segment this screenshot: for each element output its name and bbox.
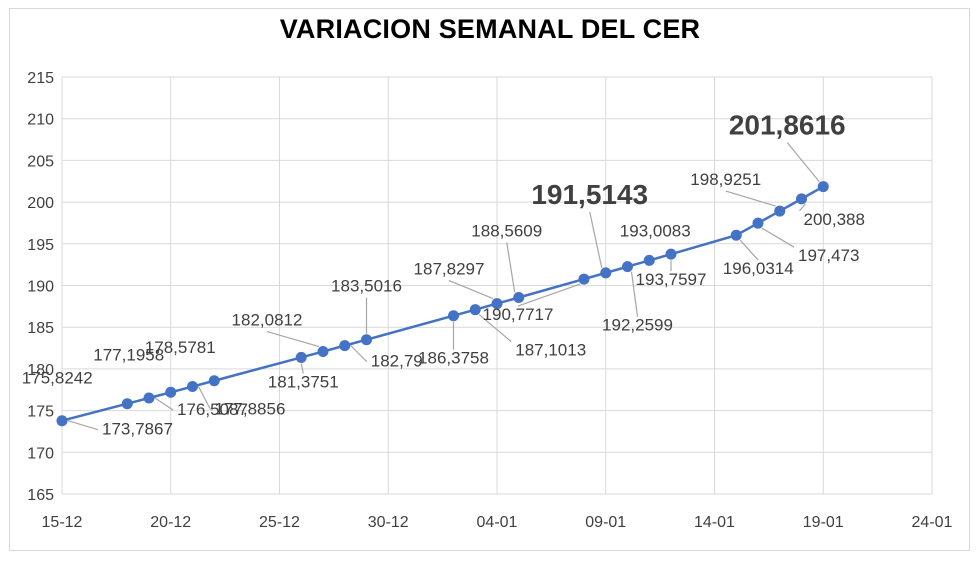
x-tick-label: 04-01 [477,514,518,531]
data-labels: 173,7867 175,8242 176,5087 177,1958 177,8856… [22,110,865,439]
data-label: 187,8297 [414,260,485,279]
data-label: 192,2599 [602,316,673,335]
data-label: 176,5087 [177,400,248,419]
y-tick-label: 190 [27,279,54,296]
data-label: 178,5781 [145,338,216,357]
data-point [600,267,612,279]
label-leader-line [517,283,581,307]
label-leader-line [67,420,99,431]
data-point [752,217,764,229]
label-leader-line [589,211,603,268]
y-tick-label: 205 [27,153,54,170]
data-point [317,346,329,358]
data-point [578,273,590,285]
y-tick-label: 170 [27,445,54,462]
data-label: 186,3758 [418,349,489,368]
data-label: 182,79 [371,352,423,371]
x-tick-label: 24-01 [912,514,953,531]
data-point [817,181,829,193]
y-tick-label: 210 [27,112,54,129]
data-label: 187,1013 [515,341,586,360]
label-leader-line [739,239,759,261]
chart-title: VARIACION SEMANAL DEL CER [279,14,701,44]
data-point [448,310,459,322]
data-point [143,392,155,404]
data-point [187,381,198,393]
x-tick-label: 09-01 [585,514,626,531]
label-leader-line [350,345,368,363]
y-tick-label: 195 [27,237,54,254]
data-label: 175,8242 [22,369,93,388]
label-leader-line [630,271,639,317]
data-label: 183,5016 [331,277,402,296]
label-leader-line [725,190,776,207]
data-point [796,193,807,205]
label-leader-line [786,142,820,182]
data-point [361,334,372,346]
label-leader-line [154,397,174,411]
y-tick-label: 180 [27,362,54,379]
data-point [774,205,786,217]
data-point [622,261,633,273]
data-label: 200,388 [804,210,865,229]
data-label: 177,1958 [93,345,164,364]
label-leader-line [478,314,512,343]
data-point [665,248,677,260]
data-point [469,304,481,316]
label-leader-line [197,386,212,410]
y-tick-label: 185 [27,320,54,337]
label-leader-line [799,203,806,212]
data-point [339,340,351,352]
x-tick-label: 20-12 [150,514,191,531]
data-label: 198,9251 [690,170,761,189]
data-point [208,375,220,387]
data-label: 173,7867 [102,420,173,439]
data-label: 190,7717 [483,305,554,324]
y-tick-label: 175 [27,404,54,421]
x-tick-label: 25-12 [259,514,300,531]
data-label: 193,0083 [620,221,691,240]
label-leader-line [448,280,494,300]
y-axis-ticks: 165 170 175 180 185 190 195 200 205 210 215 [27,70,54,504]
data-label: 197,473 [798,246,859,265]
label-leader-lines [67,142,820,431]
y-tick-label: 165 [27,487,54,504]
series-line [56,181,829,427]
gridlines [61,76,933,495]
data-point [491,298,503,310]
data-point [56,415,68,427]
data-label: 196,0314 [723,259,794,278]
chart-frame [9,8,970,551]
y-tick-label: 200 [27,195,54,212]
x-tick-label: 30-12 [368,514,409,531]
x-tick-label: 15-12 [42,514,83,531]
label-leader-line [266,330,320,348]
data-label: 181,3751 [268,372,339,391]
y-tick-label: 215 [27,70,54,87]
label-leader-line [761,227,795,248]
label-leader-line [506,242,516,293]
x-tick-label: 19-01 [803,514,844,531]
data-label: 188,5609 [471,222,542,241]
data-label: 177,8856 [215,400,286,419]
highlighted-data-label: 201,8616 [729,110,846,141]
x-axis-ticks: 15-12 20-12 25-12 30-12 04-01 09-01 14-01 19-01… [42,514,953,531]
data-label: 182,0812 [232,311,303,330]
series-polyline [61,185,824,422]
highlighted-data-label: 191,5143 [531,179,648,210]
x-tick-label: 14-01 [694,514,735,531]
data-point [165,386,177,398]
label-leader-line [300,363,304,374]
data-point [121,398,133,410]
data-point [513,292,525,304]
data-point [643,254,655,266]
data-point [730,229,742,241]
data-point [295,351,307,363]
data-label: 193,7597 [636,270,707,289]
